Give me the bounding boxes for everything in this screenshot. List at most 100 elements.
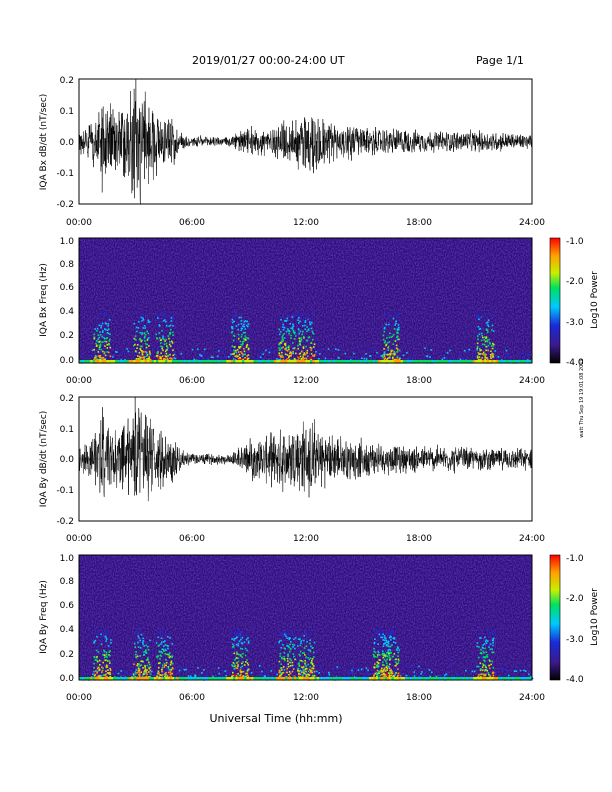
spectrogram-cell <box>302 674 304 676</box>
spectrogram-cell <box>224 353 226 356</box>
spectrogram-cell <box>387 677 390 680</box>
spectrogram-cell <box>484 669 487 671</box>
spectrogram-cell <box>396 356 399 358</box>
spectrogram-cell <box>339 675 342 678</box>
spectrogram-cell <box>141 350 143 352</box>
spectrogram-cell <box>92 360 95 363</box>
xtick-label: 06:00 <box>179 218 205 228</box>
spectrogram-cell <box>140 358 142 361</box>
spectrogram-cell <box>307 670 310 673</box>
spectrogram-cell <box>481 669 484 672</box>
spectrogram-cell <box>109 669 112 671</box>
spectrogram-cell <box>325 677 329 680</box>
spectrogram-cell <box>287 328 289 330</box>
spectrogram-cell <box>443 677 447 680</box>
spectrogram-cell <box>146 355 148 357</box>
spectrogram-cell <box>287 360 290 363</box>
spectrogram-cell <box>93 336 96 339</box>
spectrogram-cell <box>135 326 138 329</box>
spectrogram-cell <box>383 654 385 657</box>
spectrogram-cell <box>96 635 98 638</box>
spectrogram-cell <box>153 360 157 363</box>
spectrogram-cell <box>158 677 161 680</box>
spectrogram-cell <box>169 324 172 327</box>
spectrogram-cell <box>485 353 487 356</box>
spectrogram-cell <box>405 674 408 677</box>
spectrogram-cell <box>144 664 146 667</box>
spectrogram-cell <box>159 662 161 664</box>
spectrogram-cell <box>198 358 201 360</box>
spectrogram-cell <box>149 669 152 672</box>
spectrogram-cell <box>160 641 163 643</box>
spectrogram-cell <box>131 671 133 673</box>
spectrogram-cell <box>382 677 385 680</box>
spectrogram-cell <box>286 667 288 670</box>
spectrogram-cell <box>240 323 243 325</box>
spectrogram-cell <box>104 659 106 662</box>
spectrogram-cell <box>355 360 358 363</box>
spectrogram-cell <box>477 316 480 318</box>
spectrogram-cell <box>304 634 307 636</box>
spectrogram-cell <box>328 671 330 674</box>
spectrogram-cell <box>246 324 248 327</box>
spectrogram-cell <box>386 652 388 654</box>
spectrogram-cell <box>235 354 238 357</box>
spectrogram-cell <box>455 677 458 680</box>
spectrogram-cell <box>427 677 431 680</box>
spectrogram-cell <box>243 664 246 666</box>
spectrogram-cell <box>298 670 301 672</box>
spectrogram-cell <box>396 347 398 350</box>
spectrogram-cell <box>304 668 307 671</box>
spectrogram-cell <box>373 656 375 658</box>
spectrogram-cell <box>307 675 309 678</box>
spectrogram-cell <box>338 349 341 352</box>
spectrogram-cell <box>369 355 372 357</box>
spectrogram-cell <box>191 348 194 351</box>
spectrogram-cell <box>170 328 172 331</box>
spectrogram-cell <box>488 338 490 341</box>
spectrogram-cell <box>492 671 495 674</box>
spectrogram-cell <box>478 328 481 330</box>
spectrogram-cell <box>97 677 100 680</box>
spectrogram-cell <box>350 677 354 680</box>
spectrogram-cell <box>171 656 173 659</box>
spectrogram-cell <box>176 677 179 680</box>
spectrogram-cell <box>139 647 142 649</box>
spectrogram-cell <box>114 665 116 668</box>
spectrogram-cell <box>394 358 396 361</box>
spectrogram-cell <box>522 359 524 361</box>
spectrogram-cell <box>316 677 320 680</box>
spectrogram-cell <box>471 670 474 673</box>
spectrogram-cell <box>110 677 114 680</box>
spectrogram-cell <box>374 629 377 631</box>
spectrogram-cell <box>98 629 100 631</box>
spectrogram-cell <box>315 670 318 673</box>
spectrogram-cell <box>312 677 315 680</box>
spectrogram-cell <box>486 318 489 321</box>
spectrogram-cell <box>299 340 301 343</box>
spectrogram-cell <box>476 345 479 348</box>
spectrogram-cell <box>473 360 476 363</box>
spectrogram-cell <box>243 323 245 326</box>
spectrogram-cell <box>243 325 245 328</box>
spectrogram-cell <box>379 671 382 673</box>
spectrogram-cell <box>100 675 103 677</box>
spectrogram-cell <box>109 333 111 335</box>
spectrogram-cell <box>264 360 268 363</box>
spectrogram-cell <box>241 642 244 645</box>
spectrogram-cell <box>135 360 138 363</box>
spectrogram-cell <box>373 654 375 657</box>
spectrogram-cell <box>443 674 446 677</box>
spectrogram-cell <box>164 355 167 357</box>
spectrogram-cell <box>237 357 240 360</box>
spectrogram-cell <box>389 657 392 660</box>
spectrogram-cell <box>245 675 247 678</box>
spectrogram-cell <box>286 645 289 647</box>
spectrogram-cell <box>157 317 159 319</box>
spectrogram-cell <box>95 342 97 345</box>
spectrogram-cell <box>162 349 164 352</box>
spectrogram-cell <box>485 640 487 643</box>
spectrogram-cell <box>397 647 399 649</box>
spectrogram-cell <box>141 339 144 342</box>
spectrogram-cell <box>524 670 527 672</box>
